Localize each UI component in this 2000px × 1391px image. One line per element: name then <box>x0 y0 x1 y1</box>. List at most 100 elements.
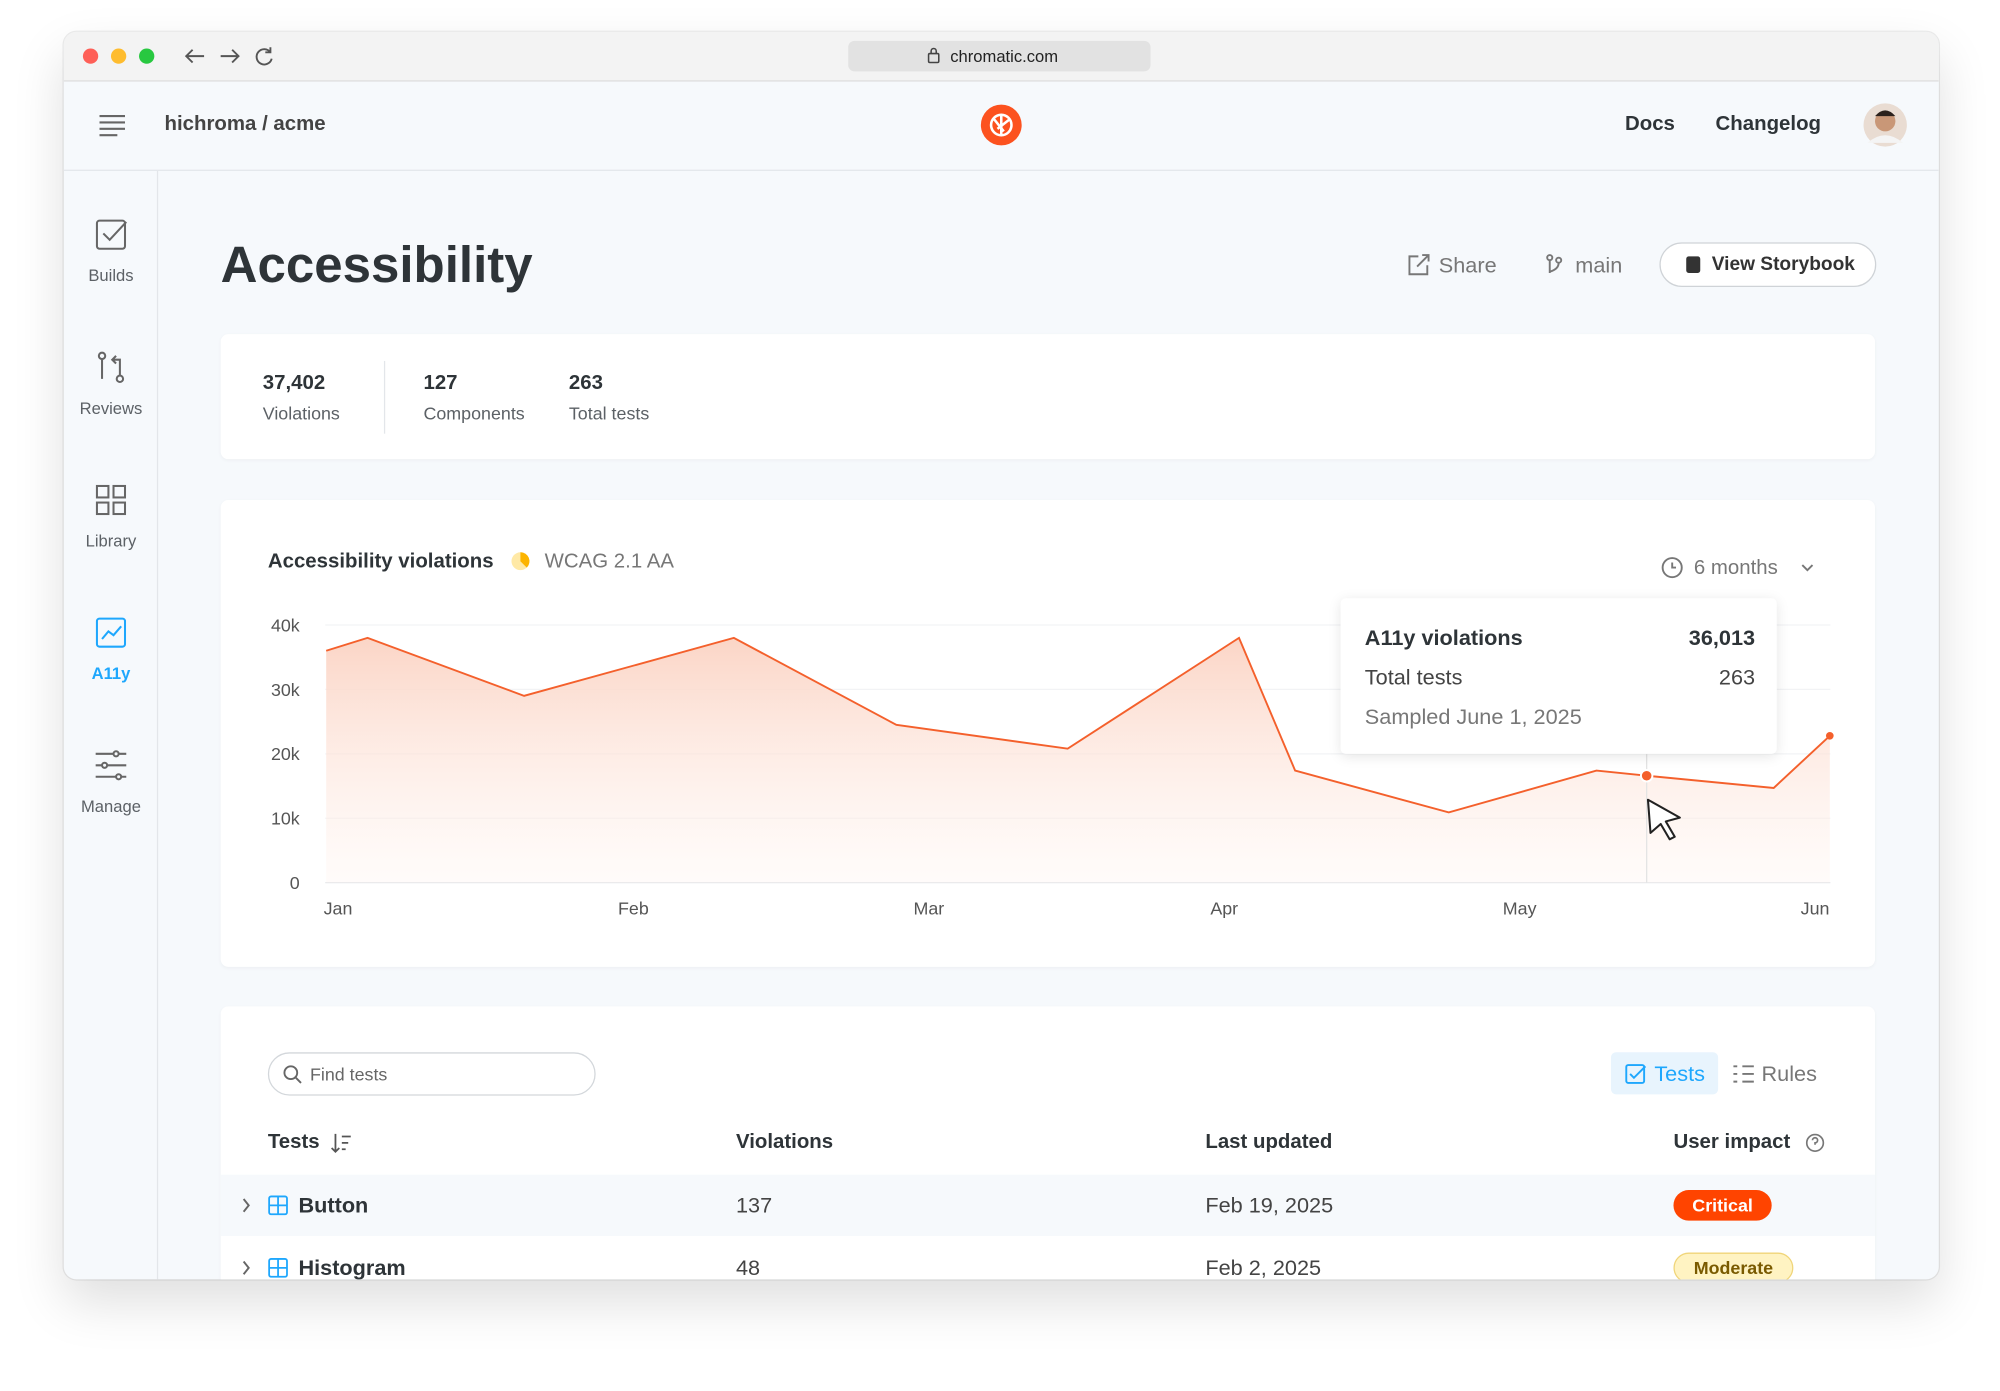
stat-value: 37,402 <box>262 372 326 395</box>
a11y-icon <box>95 617 127 648</box>
point <box>1639 769 1654 783</box>
tooltip-label: Total tests <box>1364 665 1463 690</box>
url: chromatic.com <box>950 46 1059 66</box>
y-tick-label: 0 <box>290 873 300 893</box>
page-title: Accessibility <box>220 237 533 294</box>
column-header: Violations <box>735 1131 834 1154</box>
row-name[interactable]: Histogram <box>298 1255 406 1280</box>
stat-label: Total tests <box>568 403 650 424</box>
column-header[interactable]: Tests <box>267 1131 320 1154</box>
manage-icon <box>95 750 127 781</box>
builds-icon <box>95 219 128 250</box>
chart-title: Accessibility violations <box>267 551 494 573</box>
avatar-shirt <box>1867 135 1904 143</box>
x-tick-label: May <box>1503 899 1537 919</box>
forward[interactable] <box>220 49 240 64</box>
tooltip <box>1340 598 1777 754</box>
sort-icon[interactable] <box>331 1133 351 1154</box>
column-header: Last updated <box>1205 1131 1333 1154</box>
wcag-icon <box>511 552 530 571</box>
logo-mark <box>989 113 1013 137</box>
moderate-badge <box>1673 1252 1794 1280</box>
tab[interactable]: Rules <box>1761 1061 1817 1087</box>
stat-value: 263 <box>568 372 603 395</box>
x-tick-label: Jan <box>324 899 353 919</box>
sidebar-item[interactable]: Reviews <box>79 398 143 418</box>
stat-label: Violations <box>262 403 340 424</box>
maximize[interactable] <box>139 48 155 64</box>
chevron[interactable] <box>1801 564 1814 572</box>
column-header: User impact <box>1673 1131 1791 1154</box>
rules-tab-icon <box>1733 1065 1754 1083</box>
library-icon <box>95 484 127 516</box>
x-tick-label: Jun <box>1801 899 1830 919</box>
range-select[interactable]: 6 months <box>1693 557 1778 580</box>
avatar-hair <box>1874 110 1896 117</box>
close[interactable] <box>82 48 99 64</box>
breadcrumb[interactable]: hichroma / acme <box>164 113 326 136</box>
tab[interactable]: Tests <box>1654 1061 1705 1087</box>
storybook-icon <box>1686 256 1701 273</box>
chart-subtitle: WCAG 2.1 AA <box>544 551 674 573</box>
view-storybook[interactable]: View Storybook <box>1711 253 1855 275</box>
branch[interactable]: main <box>1575 253 1623 278</box>
x-tick-label: Mar <box>913 899 944 919</box>
lock-icon <box>930 47 937 54</box>
y-tick-label: 20k <box>271 744 300 764</box>
stats-divider <box>383 360 386 434</box>
sidebar-item[interactable]: Manage <box>80 796 141 816</box>
tooltip-title: A11y violations <box>1364 625 1523 650</box>
row-updated: Feb 2, 2025 <box>1205 1255 1322 1280</box>
expand-icon[interactable] <box>242 1198 250 1275</box>
sidebar-item[interactable]: A11y <box>91 663 131 684</box>
url-bar[interactable] <box>848 40 1151 72</box>
sidebar-item[interactable]: Builds <box>88 265 134 286</box>
help-icon[interactable] <box>1805 1133 1825 1152</box>
search-placeholder: Find tests <box>309 1063 388 1085</box>
search-icon <box>283 1065 302 1084</box>
tooltip-value: 263 <box>1718 665 1756 690</box>
y-tick-label: 30k <box>271 680 300 700</box>
point <box>1825 731 1834 740</box>
back[interactable] <box>184 49 205 64</box>
row-updated: Feb 19, 2025 <box>1205 1193 1334 1218</box>
clock-icon <box>1661 557 1683 579</box>
tests-tab-icon <box>1625 1064 1647 1084</box>
row-highlight <box>220 1174 1875 1236</box>
sidebar-item[interactable]: Library <box>85 531 137 551</box>
row-impact: Moderate <box>1693 1257 1774 1279</box>
reload[interactable] <box>255 47 273 66</box>
mouse-cursor <box>1646 798 1681 841</box>
stat-value: 127 <box>423 372 458 395</box>
x-tick-label: Apr <box>1210 899 1238 919</box>
minimize[interactable] <box>110 48 127 64</box>
tests-tab[interactable] <box>1610 1052 1719 1095</box>
lock-icon <box>927 52 940 64</box>
menu-icon[interactable] <box>99 115 125 137</box>
nav-link[interactable]: Changelog <box>1715 113 1822 136</box>
search-box[interactable] <box>267 1052 596 1096</box>
sidebar-border <box>156 170 159 1280</box>
component-icon <box>268 1195 288 1278</box>
y-tick-label: 40k <box>271 615 300 635</box>
row-violations: 137 <box>735 1193 773 1218</box>
row-name[interactable]: Button <box>298 1193 369 1218</box>
row-impact: Critical <box>1692 1195 1753 1216</box>
view-storybook-button[interactable] <box>1659 242 1877 287</box>
nav-link[interactable]: Docs <box>1624 113 1675 136</box>
tooltip-note: Sampled June 1, 2025 <box>1364 704 1582 729</box>
x-tick-label: Feb <box>618 899 649 919</box>
area <box>326 637 1830 883</box>
branch-icon <box>1546 254 1563 273</box>
stat-label: Components <box>423 403 525 424</box>
share[interactable]: Share <box>1438 253 1497 278</box>
tooltip-title-value: 36,013 <box>1688 625 1756 650</box>
